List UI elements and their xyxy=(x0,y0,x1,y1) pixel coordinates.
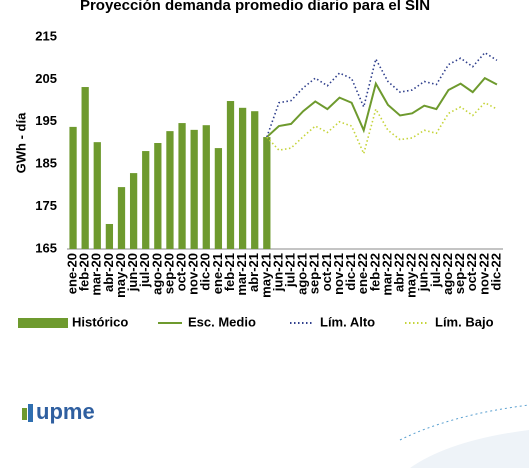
x-tick-label: dic-20 xyxy=(198,253,213,291)
x-tick-label: feb-20 xyxy=(77,253,92,291)
x-tick-label: sep-22 xyxy=(452,253,467,294)
x-tick-label: feb-21 xyxy=(222,253,237,291)
bar xyxy=(190,129,198,249)
x-tick-label: ene-20 xyxy=(64,253,79,294)
bar xyxy=(69,126,77,249)
bar xyxy=(251,111,259,249)
legend-swatch xyxy=(18,318,68,328)
x-tick-label: nov-22 xyxy=(476,253,491,295)
chart-title: Proyección demanda promedio diario para … xyxy=(80,0,430,14)
x-tick-label: ago-22 xyxy=(440,253,455,295)
y-tick-label: 205 xyxy=(35,71,57,86)
x-tick-label: jun-21 xyxy=(270,253,285,292)
x-tick-label: may-21 xyxy=(258,253,273,298)
logo-mark xyxy=(28,404,33,422)
x-tick-label: jun-20 xyxy=(125,253,140,292)
y-tick-label: 165 xyxy=(35,240,57,255)
bar xyxy=(178,123,186,249)
x-tick-label: oct-22 xyxy=(464,253,479,291)
x-tick-label: ene-22 xyxy=(355,253,370,294)
x-tick-label: dic-21 xyxy=(343,253,358,291)
x-tick-label: ago-20 xyxy=(149,253,164,295)
bar xyxy=(81,87,89,249)
y-tick-label: 215 xyxy=(35,28,57,43)
x-tick-label: may-20 xyxy=(113,253,128,298)
x-tick-label: oct-20 xyxy=(173,253,188,291)
logo-text: upme xyxy=(36,399,95,424)
logo-mark xyxy=(22,408,27,420)
x-tick-label: mar-21 xyxy=(234,253,249,296)
x-tick-label: mar-22 xyxy=(379,253,394,296)
x-tick-label: ene-21 xyxy=(210,253,225,294)
line xyxy=(266,101,498,156)
x-tick-label: nov-21 xyxy=(331,253,346,295)
bar xyxy=(142,151,150,249)
bar xyxy=(202,125,210,249)
x-tick-label: jul-20 xyxy=(137,253,152,288)
bar xyxy=(238,107,247,249)
bar xyxy=(105,223,114,249)
x-tick-label: mar-20 xyxy=(89,253,104,296)
x-tick-label: abr-22 xyxy=(391,253,406,292)
x-tick-label: oct-21 xyxy=(319,253,334,291)
bar xyxy=(93,142,101,249)
x-tick-label: nov-20 xyxy=(186,253,201,295)
bar xyxy=(226,101,235,249)
x-tick-label: sep-20 xyxy=(161,253,176,294)
bar xyxy=(117,187,126,249)
legend-label: Lím. Alto xyxy=(320,314,375,329)
x-tick-label: jul-21 xyxy=(282,253,297,288)
decoration xyxy=(399,404,529,441)
x-tick-label: dic-22 xyxy=(488,253,503,291)
legend-label: Histórico xyxy=(72,314,128,329)
bar xyxy=(154,143,162,249)
x-tick-label: abr-20 xyxy=(101,253,116,292)
x-tick-label: jun-22 xyxy=(416,253,431,292)
x-tick-label: feb-22 xyxy=(367,253,382,291)
logo: upme xyxy=(22,399,95,424)
y-tick-label: 185 xyxy=(35,156,57,171)
y-axis-label: GWh - día xyxy=(13,112,28,173)
bar xyxy=(214,148,223,249)
x-tick-label: may-22 xyxy=(404,253,419,298)
bar xyxy=(166,131,174,249)
line xyxy=(266,51,498,138)
line xyxy=(266,76,498,138)
decoration xyxy=(410,430,529,468)
x-tick-label: jul-22 xyxy=(428,253,443,288)
y-tick-label: 195 xyxy=(35,113,57,128)
bar xyxy=(263,137,271,249)
x-tick-label: abr-21 xyxy=(246,253,261,292)
x-tick-label: sep-21 xyxy=(307,253,322,294)
legend-label: Lím. Bajo xyxy=(435,314,494,329)
legend-label: Esc. Medio xyxy=(188,314,256,329)
x-tick-label: ago-21 xyxy=(295,253,310,295)
y-tick-label: 175 xyxy=(35,198,57,213)
bar xyxy=(129,173,138,249)
